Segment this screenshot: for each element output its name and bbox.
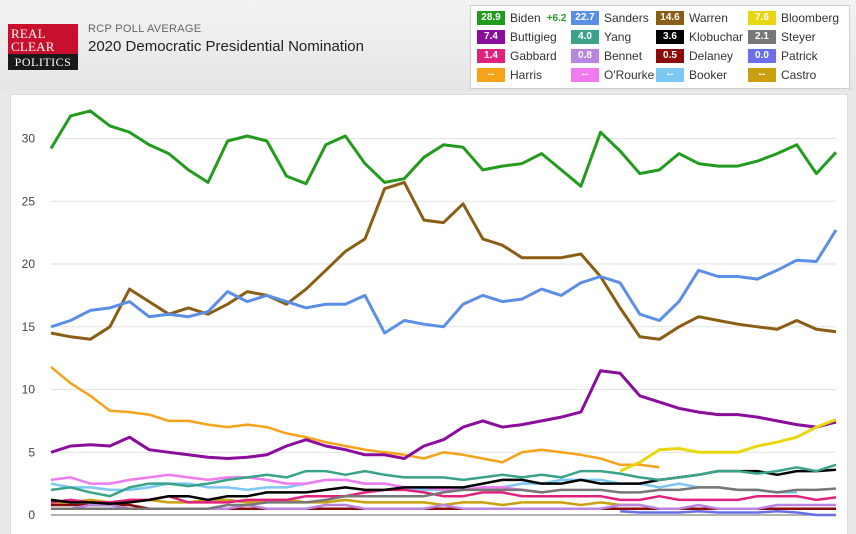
legend-label: Warren [689,11,728,25]
legend-item-bennet[interactable]: 0.8 Bennet [571,48,642,64]
y-tick-label: 0 [28,508,35,522]
legend-label: Booker [689,68,728,82]
legend-label: Yang [604,30,632,44]
series-line-harris[interactable] [50,365,660,469]
legend-value-badge: -- [656,68,684,82]
legend-label: O'Rourke [604,68,655,82]
legend-value-badge: 7.4 [477,30,505,44]
legend-value-badge: -- [477,68,505,82]
legend-label: Sanders [604,11,649,25]
candidate-legend: 28.9 Biden +6.2 22.7 Sanders 14.6 Warren 7.6 Blo… [470,5,850,89]
legend-value-badge: -- [748,68,776,82]
legend-value-badge: 3.6 [656,30,684,44]
legend-item-orourke[interactable]: -- O'Rourke [571,67,654,83]
legend-item-yang[interactable]: 4.0 Yang [571,29,631,45]
legend-value-badge: 0.5 [656,49,684,63]
legend-item-delaney[interactable]: 0.5 Delaney [656,48,733,64]
legend-item-patrick[interactable]: 0.0 Patrick [748,48,818,64]
legend-value-badge: 0.0 [748,49,776,63]
y-tick-label: 10 [22,383,36,397]
y-tick-label: 15 [22,320,36,334]
legend-item-harris[interactable]: -- Harris [477,67,542,83]
legend-item-buttigieg[interactable]: 7.4 Buttigieg [477,29,557,45]
legend-label: Biden [510,11,541,25]
legend-value-badge: -- [571,68,599,82]
legend-item-gabbard[interactable]: 1.4 Gabbard [477,48,557,64]
series-line-buttigieg[interactable] [50,369,837,460]
legend-item-warren[interactable]: 14.6 Warren [656,10,728,26]
y-tick-label: 25 [22,194,36,208]
legend-label: Bennet [604,49,643,63]
legend-value-badge: 22.7 [571,11,599,25]
chart-title: 2020 Democratic Presidential Nomination [88,38,364,55]
legend-value-badge: 2.1 [748,30,776,44]
legend-label: Patrick [781,49,818,63]
series-line-sanders[interactable] [50,229,838,335]
legend-label: Gabbard [510,49,557,63]
series-line-bloomberg[interactable] [619,418,837,473]
y-tick-label: 5 [28,445,35,459]
legend-change: +6.2 [546,12,567,24]
legend-label: Delaney [689,49,734,63]
series-line-biden[interactable] [49,109,838,188]
series-line-steyer[interactable] [51,486,837,510]
chart-area: 0 5 10 15 20 25 30 [10,94,848,534]
legend-item-biden[interactable]: 28.9 Biden +6.2 [477,10,566,26]
legend-value-badge: 14.6 [656,11,684,25]
legend-item-booker[interactable]: -- Booker [656,67,727,83]
legend-label: Castro [781,68,817,82]
legend-item-bloomberg[interactable]: 7.6 Bloomberg [748,10,839,26]
logo-line-clear: CLEAR [11,39,55,54]
legend-item-klobuchar[interactable]: 3.6 Klobuchar [656,29,743,45]
series-line-patrick[interactable] [620,509,836,517]
series-line-warren[interactable] [50,180,837,341]
line-chart: 0 5 10 15 20 25 30 [22,109,838,522]
legend-item-castro[interactable]: -- Castro [748,67,816,83]
legend-item-steyer[interactable]: 2.1 Steyer [748,29,816,45]
legend-label: Harris [510,68,542,82]
chart-kicker: RCP POLL AVERAGE [88,23,202,35]
legend-value-badge: 7.6 [748,11,776,25]
legend-value-badge: 28.9 [477,11,505,25]
y-tick-label: 20 [22,257,36,271]
legend-value-badge: 0.8 [571,49,599,63]
legend-label: Bloomberg [781,11,840,25]
legend-label: Klobuchar [689,30,744,44]
legend-value-badge: 4.0 [571,30,599,44]
logo-line-politics: POLITICS [8,54,78,70]
y-tick-label: 30 [22,132,36,146]
rcp-logo[interactable]: REAL CLEAR POLITICS [8,24,78,70]
series-line-gabbard[interactable] [50,488,837,504]
legend-value-badge: 1.4 [477,49,505,63]
legend-label: Buttigieg [510,30,557,44]
legend-label: Steyer [781,30,816,44]
series-line-yang[interactable] [50,463,837,498]
legend-item-sanders[interactable]: 22.7 Sanders [571,10,649,26]
logo-line-real: REAL [11,26,46,41]
